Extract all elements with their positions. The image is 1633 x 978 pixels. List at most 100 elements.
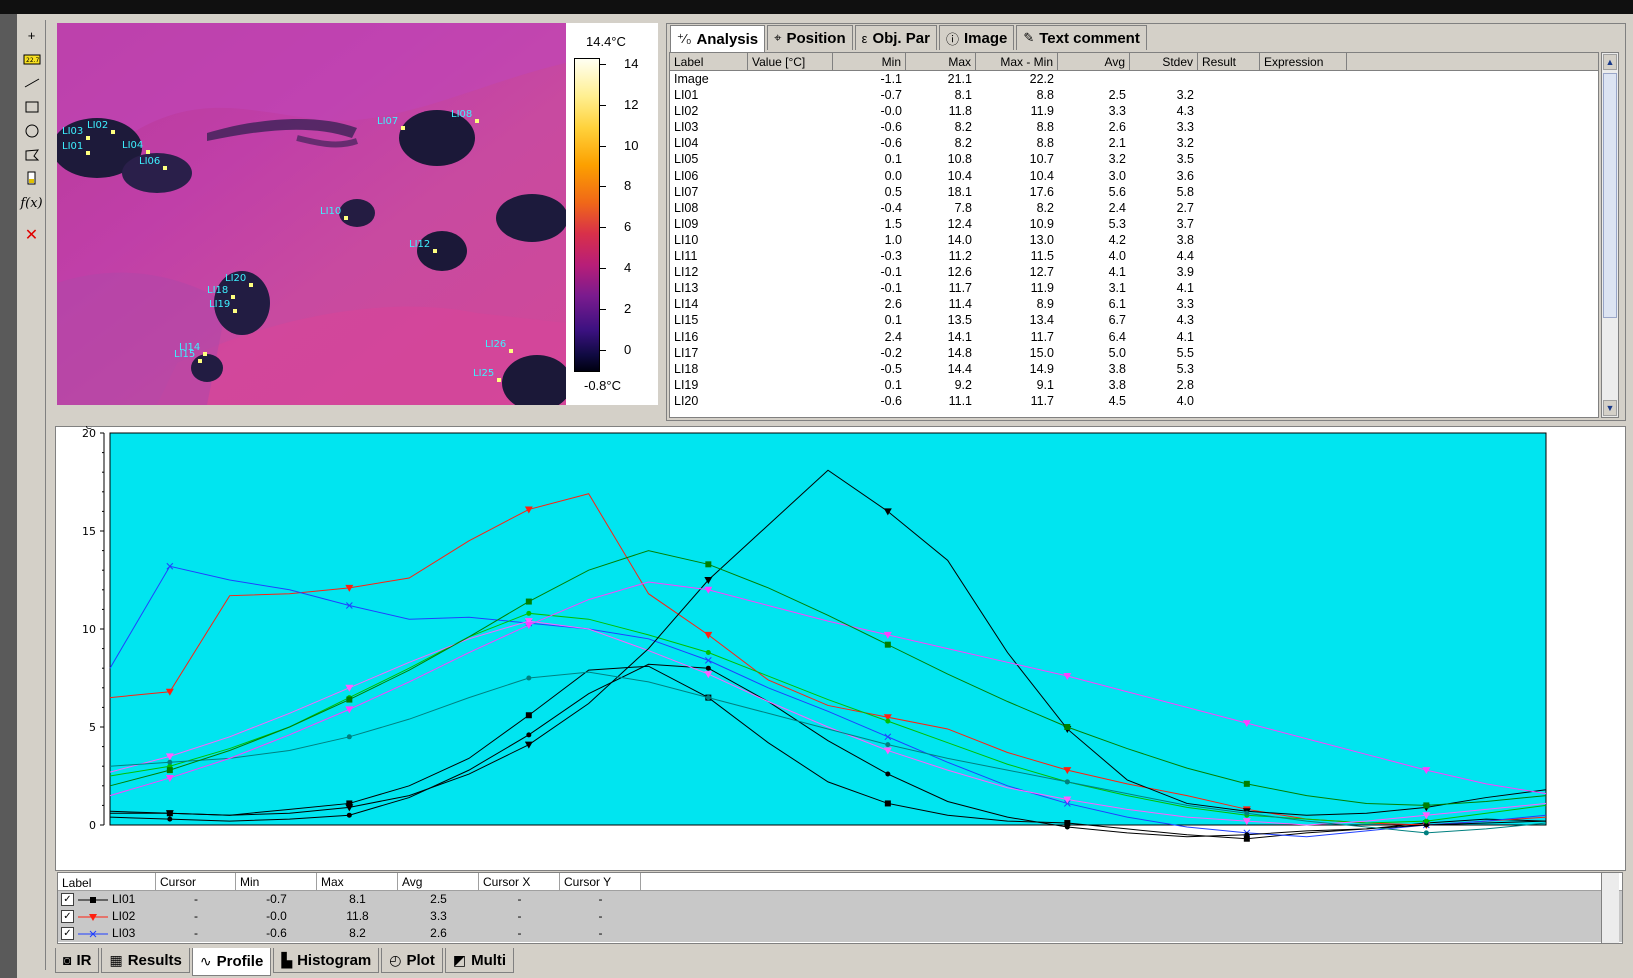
column-header[interactable]: Expression — [1260, 53, 1347, 70]
legend-column-header[interactable]: Avg — [398, 873, 479, 890]
table-row[interactable]: LI19 0.1 9.2 9.1 3.8 2.8 — [670, 377, 1598, 393]
table-row[interactable]: LI04 -0.6 8.2 8.8 2.1 3.2 — [670, 135, 1598, 151]
legend-column-header[interactable]: Cursor X — [479, 873, 560, 890]
column-header[interactable]: Max — [906, 53, 976, 70]
series-visible-checkbox[interactable]: ✓ — [61, 927, 74, 940]
legend-row[interactable]: ✓ LI03 - -0.6 8.2 2.6 - - — [58, 925, 1622, 942]
table-row[interactable]: LI20 -0.6 11.1 11.7 4.5 4.0 — [670, 393, 1598, 409]
ir-marker-label[interactable]: LI08 — [451, 109, 473, 120]
ir-marker-label[interactable]: LI01 — [62, 141, 84, 152]
table-row[interactable]: Image -1.1 21.1 22.2 — [670, 71, 1598, 87]
analysis-tabs: ⁺⁄₀ Analysis ⌖ Position ε Obj. Par ⓘ Image ✎ Text… — [670, 25, 1149, 52]
tab-results[interactable]: ▦ Results — [101, 948, 190, 973]
legend-column-header[interactable]: Cursor — [156, 873, 236, 890]
data-point-li05 — [705, 650, 711, 656]
data-point-li02 — [165, 688, 174, 696]
column-header[interactable]: Value [°C] — [748, 53, 833, 70]
ir-marker-label[interactable]: LI14 — [179, 342, 201, 353]
legend-cell-min: -0.7 — [266, 892, 287, 906]
table-row[interactable]: LI10 1.0 14.0 13.0 4.2 3.8 — [670, 232, 1598, 248]
table-row[interactable]: LI11 -0.3 11.2 11.5 4.0 4.4 — [670, 248, 1598, 264]
tab-histogram[interactable]: ▙ Histogram — [273, 948, 380, 973]
legend-scrollbar[interactable] — [1601, 873, 1619, 943]
scroll-up-icon[interactable]: ▲ — [1603, 54, 1617, 70]
ir-marker-label[interactable]: LI20 — [225, 273, 247, 284]
table-row[interactable]: LI03 -0.6 8.2 8.8 2.6 3.3 — [670, 119, 1598, 135]
tab-position[interactable]: ⌖ Position — [767, 25, 853, 50]
table-row[interactable]: LI13 -0.1 11.7 11.9 3.1 4.1 — [670, 280, 1598, 296]
table-row[interactable]: LI06 0.0 10.4 10.4 3.0 3.6 — [670, 168, 1598, 184]
legend-row[interactable]: ✓ LI02 - -0.0 11.8 3.3 - - — [58, 908, 1622, 925]
ir-marker-label[interactable]: LI15 — [174, 349, 196, 360]
table-row[interactable]: LI01 -0.7 8.1 8.8 2.5 3.2 — [670, 87, 1598, 103]
data-point-li07 — [704, 577, 713, 584]
tab-image[interactable]: ⓘ Image — [938, 25, 1015, 50]
table-row[interactable]: LI14 2.6 11.4 8.9 6.1 3.3 — [670, 296, 1598, 312]
analysis-grid[interactable]: Label Value [°C] Min Max Max - Min Avg Stdev Re… — [669, 52, 1599, 418]
profile-chart[interactable]: °C20 15 10 5 0 — [55, 426, 1626, 871]
line-tool-icon[interactable] — [20, 72, 43, 94]
table-row[interactable]: LI09 1.5 12.4 10.9 5.3 3.7 — [670, 216, 1598, 232]
isotherm-tool-icon[interactable] — [20, 168, 43, 190]
cell-avg: 4.5 — [1108, 393, 1126, 408]
ir-marker-label[interactable]: LI25 — [473, 368, 495, 379]
cell-maxmin: 15.0 — [1029, 345, 1054, 360]
ir-marker-label[interactable]: LI02 — [87, 120, 109, 131]
scroll-thumb[interactable] — [1603, 73, 1617, 318]
column-header[interactable]: Result — [1198, 53, 1260, 70]
formula-tool-icon[interactable]: f(x) — [20, 195, 43, 211]
data-point-li08 — [526, 675, 532, 681]
legend-column-header[interactable]: Label — [58, 873, 156, 890]
legend-column-header[interactable]: Cursor Y — [560, 873, 641, 890]
table-row[interactable]: LI12 -0.1 12.6 12.7 4.1 3.9 — [670, 264, 1598, 280]
ir-marker-label[interactable]: LI12 — [409, 239, 431, 250]
ellipse-tool-icon[interactable] — [20, 120, 43, 142]
cell-avg: 3.3 — [1108, 104, 1126, 119]
tab-text-comment[interactable]: ✎ Text comment — [1016, 25, 1147, 50]
table-row[interactable]: LI18 -0.5 14.4 14.9 3.8 5.3 — [670, 361, 1598, 377]
polygon-tool-icon[interactable] — [20, 144, 43, 166]
analysis-scrollbar[interactable]: ▲ ▼ — [1601, 52, 1619, 418]
y-tick-label: 20 — [82, 427, 96, 440]
table-row[interactable]: LI17 -0.2 14.8 15.0 5.0 5.5 — [670, 345, 1598, 361]
table-row[interactable]: LI05 0.1 10.8 10.7 3.2 3.5 — [670, 151, 1598, 167]
ir-marker-label[interactable]: LI18 — [207, 285, 229, 296]
table-row[interactable]: LI16 2.4 14.1 11.7 6.4 4.1 — [670, 329, 1598, 345]
tab-profile[interactable]: ∿ Profile — [191, 948, 272, 976]
series-visible-checkbox[interactable]: ✓ — [61, 893, 74, 906]
tab-obj-par[interactable]: ε Obj. Par — [854, 25, 937, 50]
series-visible-checkbox[interactable]: ✓ — [61, 910, 74, 923]
column-header[interactable]: Stdev — [1130, 53, 1198, 70]
tab-analysis[interactable]: ⁺⁄₀ Analysis — [670, 25, 766, 52]
scroll-down-icon[interactable]: ▼ — [1603, 400, 1617, 416]
column-header[interactable]: Label — [670, 53, 748, 70]
ir-marker-label[interactable]: LI19 — [209, 299, 231, 310]
legend-row[interactable]: ✓ LI01 - -0.7 8.1 2.5 - - — [58, 891, 1622, 908]
delete-tool-icon[interactable]: ✕ — [24, 227, 39, 244]
rectangle-tool-icon[interactable] — [20, 96, 43, 118]
ir-marker-label[interactable]: LI03 — [62, 126, 84, 137]
legend-column-header[interactable]: Max — [317, 873, 398, 890]
table-row[interactable]: LI08 -0.4 7.8 8.2 2.4 2.7 — [670, 200, 1598, 216]
ir-marker-label[interactable]: LI10 — [320, 206, 342, 217]
tab-plot[interactable]: ◴ Plot — [381, 948, 443, 973]
cell-value — [748, 329, 833, 345]
table-row[interactable]: LI02 -0.0 11.8 11.9 3.3 4.3 — [670, 103, 1598, 119]
column-header[interactable]: Max - Min — [976, 53, 1058, 70]
crosshair-tool-icon[interactable]: + — [27, 27, 36, 43]
cell-min: -0.4 — [880, 200, 902, 215]
table-row[interactable]: LI15 0.1 13.5 13.4 6.7 4.3 — [670, 312, 1598, 328]
ir-marker-label[interactable]: LI07 — [377, 116, 399, 127]
column-header[interactable]: Avg — [1058, 53, 1130, 70]
legend-column-header[interactable]: Min — [236, 873, 317, 890]
spot-tool-icon[interactable]: 22.7 — [20, 48, 43, 70]
table-row[interactable]: LI07 0.5 18.1 17.6 5.6 5.8 — [670, 184, 1598, 200]
tab-multi[interactable]: ◩ Multi — [444, 948, 515, 973]
ir-marker-label[interactable]: LI26 — [485, 339, 507, 350]
ir-image[interactable]: LI02 LI03 LI01 LI04 LI06 LI08 LI07 LI10 LI12 LI20… — [57, 23, 566, 405]
ir-marker-label[interactable]: LI06 — [139, 156, 161, 167]
cell-maxmin: 11.7 — [1030, 393, 1054, 408]
tab-ir[interactable]: ◙ IR — [55, 948, 100, 973]
column-header[interactable]: Min — [833, 53, 906, 70]
ir-marker-label[interactable]: LI04 — [122, 140, 144, 151]
